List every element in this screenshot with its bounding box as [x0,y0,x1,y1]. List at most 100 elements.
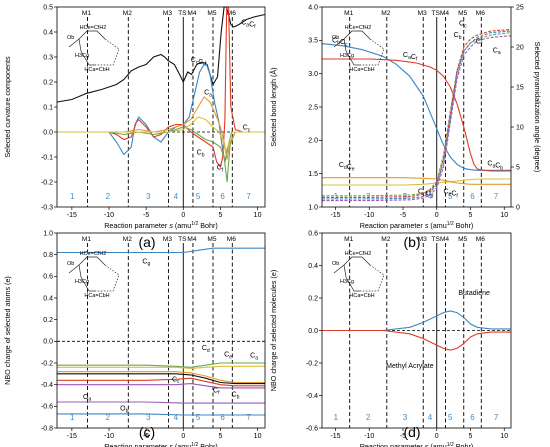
series-line-CbCc [321,43,511,171]
chart-panel-2: M1 M2 M3 TS M4 M5 M61 2 3 4 5 6 7-15 -10 -5 0 5 101.01.52… [269,4,542,250]
marker-label-m4: M4 [187,10,196,17]
x-tick-label: 0 [435,433,439,440]
y-tick-label: -0.1 [41,154,53,161]
molecule-bond [333,38,345,48]
marker-label-m3: M3 [418,10,427,17]
annotation-ce: Ce [224,352,232,361]
marker-label-m5: M5 [207,10,216,17]
marker-label-m2: M2 [123,10,132,17]
y-tick-label: 0.0 [43,129,53,136]
marker-label-m1: M1 [344,236,353,243]
x-tick-label: 10 [500,212,508,219]
region-label: 6 [220,413,225,422]
region-label: 7 [246,192,251,201]
y-tick-label: 3.0 [308,71,318,78]
molecule-bond [333,264,345,274]
region-label: 5 [196,192,201,201]
region-label: 1 [334,413,339,422]
molecule-sketch: HCe=CfH2 Ob H3Cg HCa=CbH [332,25,385,73]
series-line-CaCf [322,58,511,172]
y-tick-label: 1.5 [308,171,318,178]
molecule-text: HCe=CfH2 [80,25,107,31]
y-tick-label: 0.3 [43,54,53,61]
x-tick-label: 5 [469,212,473,219]
annotation-ca: Ca [204,90,212,99]
region-label: 2 [366,413,371,422]
region-label: 5 [196,413,201,422]
molecule-bond [78,38,90,66]
molecule-sketch: HCe=CfH2 Ob H3Cg HCa=CbH [67,251,120,299]
molecule-text: HCe=CfH2 [80,251,107,257]
annotation-cacb: CaCb [487,161,503,172]
annotation-cg: Cg [142,258,150,267]
series-line-blue-1 [57,60,265,163]
x-tick-label: 5 [218,212,222,219]
region-label: 3 [403,413,408,422]
region-label: 6 [470,413,475,422]
marker-label-ts: TS [432,10,441,17]
y-axis-label: NBO charge of selected atoms (e) [3,276,12,385]
x-tick-label: 10 [254,212,262,219]
panel-letter-b: (b) [403,234,420,250]
series-line-Ca [57,371,265,384]
marker-label-m6: M6 [227,10,236,17]
marker-label-m3: M3 [163,10,172,17]
x-tick-label: 0 [181,433,185,440]
marker-label-m4: M4 [440,236,449,243]
y-tick-label: 2.0 [308,138,318,145]
x-tick-label: -15 [67,433,77,440]
molecule-text: H3Cg [75,279,89,285]
y-tick-label: 2.5 [308,104,318,111]
x-tick-label: 5 [218,433,222,440]
region-label: 4 [174,413,179,422]
molecule-bond [360,264,385,292]
x-axis-label: Reaction parameter s (amu1/2 Bohr) [104,221,218,230]
marker-label-m5: M5 [458,236,467,243]
x-tick-label: -5 [400,212,406,219]
y-tick-label: -0.8 [41,425,53,432]
panel-letter-d: (d) [403,424,420,440]
molecule-bond [343,264,355,292]
plot-frame [56,232,266,429]
series-line-Methyl Acrylate [322,329,511,351]
y-tick-label: 0.0 [43,339,53,346]
panel-letter-c: (c) [139,424,155,440]
molecule-bond [68,264,80,274]
series-line-pyr-blue [322,30,512,200]
series-line-Ob [57,413,265,416]
x-tick-label: 5 [469,433,473,440]
series-line-Ce [57,365,265,369]
annotation-cc: Cc [172,376,180,385]
marker-label-m1: M1 [82,10,91,17]
annotation-cf: Cf [213,387,220,396]
marker-label-ts: TS [178,236,187,243]
x-tick-label: -15 [330,212,340,219]
y-tick-label-right: 15 [516,84,524,91]
y-tick-label: 3.5 [308,38,318,45]
annotation-cf: Cf [476,39,483,48]
region-label: 3 [146,413,151,422]
annotation-cb: Cb [454,32,462,41]
series-line-Butadiene [322,310,511,332]
series-line-Cg [57,247,265,254]
y-tick-label: 0.8 [43,252,53,259]
molecule-bond [78,30,106,40]
y-tick-label: -0.2 [41,179,53,186]
region-label: 2 [106,413,111,422]
molecule-text: Ob [67,261,74,267]
marker-label-m5: M5 [207,236,216,243]
region-label: 4 [174,192,179,201]
marker-label-m5: M5 [458,10,467,17]
plot-frame [56,6,266,208]
annotation-cf: Cf [217,165,224,174]
marker-label-m6: M6 [476,10,485,17]
annotation-cb: Cb [197,150,205,159]
annotation-cdce: CdCe [339,162,355,173]
molecule-text: HCa=CbH [349,293,374,299]
molecule-bond [95,38,120,66]
marker-label-m3: M3 [418,236,427,243]
chart-panel-3: M1 M2 M3 TS M4 M5 M6 1 2 3 4 5 6 7 -15 -10 -5 0 5 10 -0.8 -0.… [3,230,266,447]
y-tick-label-right: 25 [516,4,524,11]
region-label: 1 [70,192,75,201]
annotation-cc: Cc [243,125,251,134]
